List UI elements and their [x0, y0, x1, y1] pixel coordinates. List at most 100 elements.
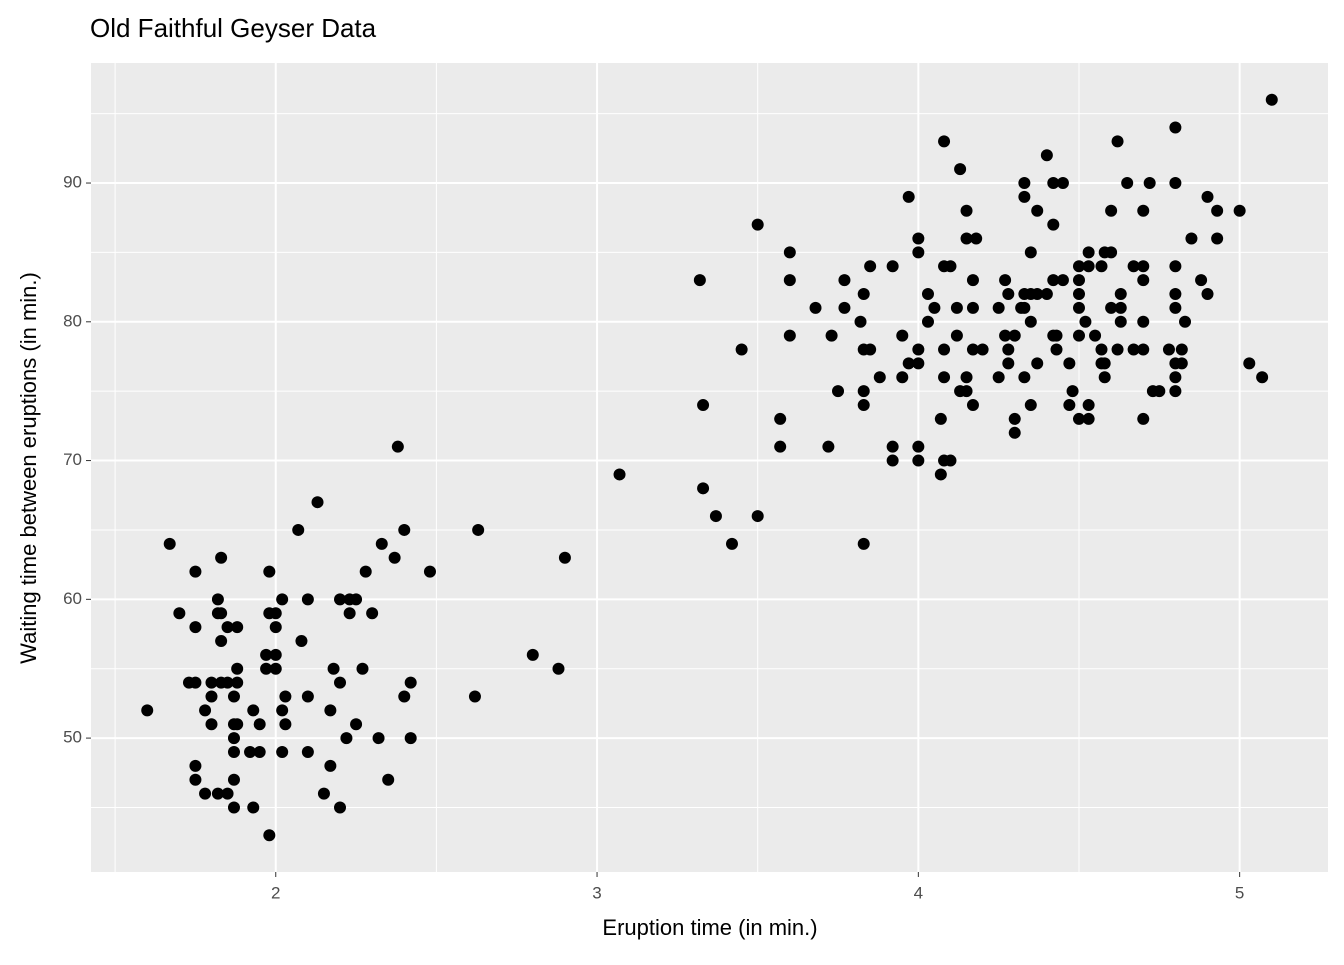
- y-tick-label: 50: [63, 728, 82, 747]
- point: [1098, 371, 1111, 384]
- point: [976, 343, 989, 356]
- point: [999, 329, 1012, 342]
- point: [1072, 288, 1085, 301]
- point: [205, 718, 218, 731]
- point: [324, 759, 337, 772]
- point: [269, 607, 282, 620]
- point: [263, 829, 276, 842]
- point: [205, 676, 218, 689]
- point: [864, 260, 877, 273]
- point: [311, 496, 324, 509]
- point: [382, 773, 395, 786]
- point: [388, 551, 401, 564]
- point: [938, 343, 951, 356]
- point: [227, 745, 240, 758]
- point: [301, 690, 314, 703]
- point: [1002, 288, 1015, 301]
- point: [1066, 385, 1079, 398]
- point: [970, 232, 983, 245]
- point: [269, 648, 282, 661]
- point: [221, 676, 234, 689]
- x-tick-label: 4: [914, 883, 923, 902]
- point: [276, 593, 289, 606]
- point: [1040, 149, 1053, 162]
- point: [1169, 371, 1182, 384]
- point: [1169, 288, 1182, 301]
- point: [613, 468, 626, 481]
- point: [350, 593, 363, 606]
- point: [693, 274, 706, 287]
- point: [366, 607, 379, 620]
- point: [1018, 190, 1031, 203]
- point: [375, 537, 388, 550]
- point: [1169, 260, 1182, 273]
- point: [934, 468, 947, 481]
- point: [334, 676, 347, 689]
- point: [1114, 288, 1127, 301]
- point: [1047, 177, 1060, 190]
- point: [1040, 288, 1053, 301]
- point: [1002, 343, 1015, 356]
- point: [912, 454, 925, 467]
- y-axis-label: Waiting time between eruptions (in min.): [16, 272, 41, 664]
- point: [1127, 260, 1140, 273]
- point: [751, 218, 764, 231]
- point: [231, 662, 244, 675]
- point: [247, 801, 260, 814]
- y-tick-label: 70: [63, 450, 82, 469]
- point: [227, 732, 240, 745]
- point: [359, 565, 372, 578]
- point: [1008, 412, 1021, 425]
- point: [189, 676, 202, 689]
- point: [1024, 246, 1037, 259]
- y-tick-label: 90: [63, 173, 82, 192]
- point: [558, 551, 571, 564]
- point: [1095, 343, 1108, 356]
- point: [1063, 357, 1076, 370]
- point: [295, 634, 308, 647]
- point: [276, 745, 289, 758]
- point: [992, 371, 1005, 384]
- point: [783, 329, 796, 342]
- point: [944, 260, 957, 273]
- point: [697, 399, 710, 412]
- point: [231, 718, 244, 731]
- point: [822, 440, 835, 453]
- point: [1179, 315, 1192, 328]
- point: [423, 565, 436, 578]
- point: [244, 745, 257, 758]
- point: [260, 662, 273, 675]
- point: [263, 565, 276, 578]
- point: [163, 537, 176, 550]
- point: [404, 676, 417, 689]
- point: [857, 399, 870, 412]
- point: [1195, 274, 1208, 287]
- point: [838, 301, 851, 314]
- point: [1114, 301, 1127, 314]
- point: [1082, 412, 1095, 425]
- point: [838, 274, 851, 287]
- point: [276, 704, 289, 717]
- point: [526, 648, 539, 661]
- point: [960, 204, 973, 217]
- point: [1082, 246, 1095, 259]
- point: [1143, 177, 1156, 190]
- point: [928, 301, 941, 314]
- point: [1031, 204, 1044, 217]
- point: [1079, 315, 1092, 328]
- point: [966, 274, 979, 287]
- point: [921, 315, 934, 328]
- point: [912, 246, 925, 259]
- x-tick-label: 3: [592, 883, 601, 902]
- point: [751, 510, 764, 523]
- point: [1105, 204, 1118, 217]
- point: [1169, 121, 1182, 134]
- x-axis-label: Eruption time (in min.): [602, 915, 817, 940]
- point: [1056, 274, 1069, 287]
- point: [1072, 329, 1085, 342]
- point: [966, 301, 979, 314]
- point: [1018, 301, 1031, 314]
- point: [1162, 343, 1175, 356]
